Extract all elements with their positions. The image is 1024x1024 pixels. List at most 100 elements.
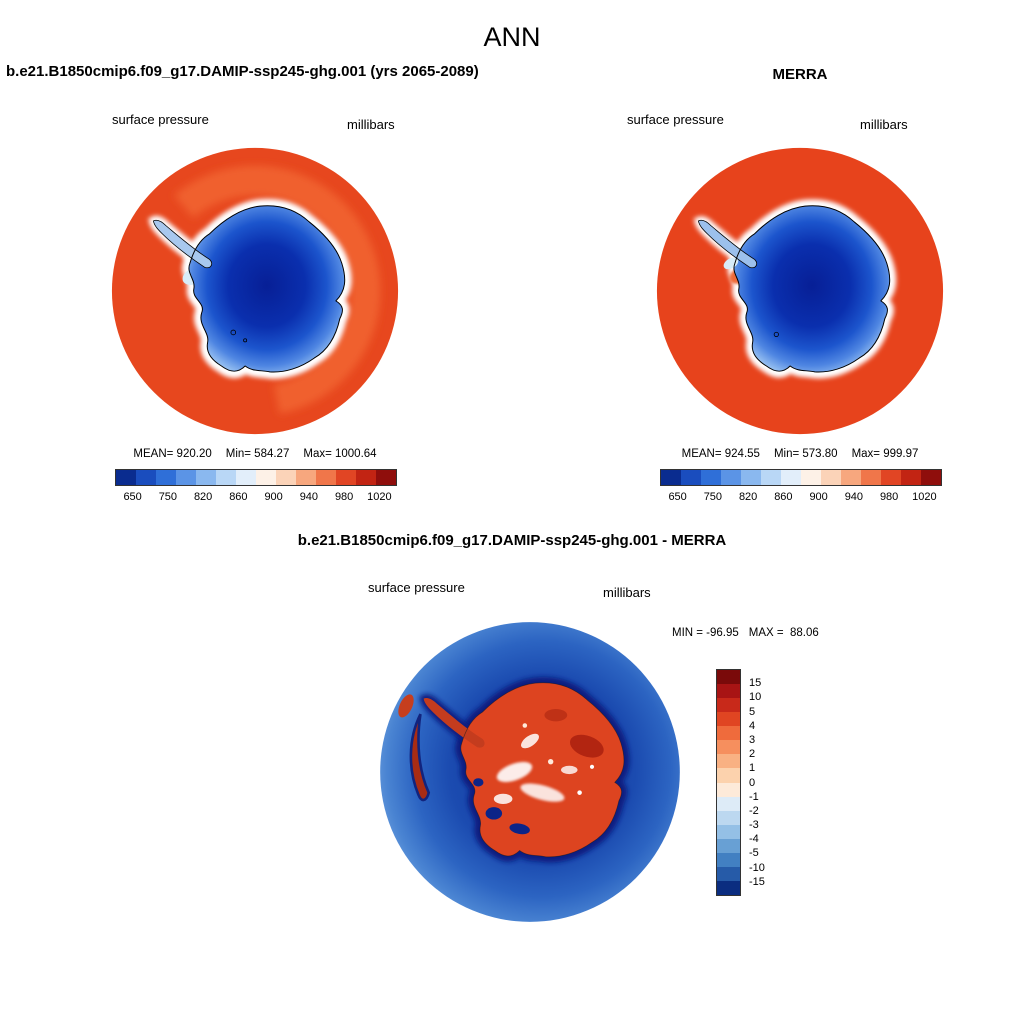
colorbar-tick: 820 [193,491,213,503]
model-units-label: millibars [347,117,395,132]
model-panel-title: b.e21.B1850cmip6.f09_g17.DAMIP-ssp245-gh… [6,63,479,80]
colorbar-segment [661,470,681,485]
colorbar-tick: 1 [749,762,756,775]
model-colorbar-ticks: 650 750 820 860 900 940 980 1020 [115,491,397,503]
colorbar-tick: -5 [749,847,759,860]
colorbar-segment [156,470,176,485]
colorbar-tick: 940 [844,491,864,503]
diff-field-label: surface pressure [368,580,465,595]
colorbar-segment [741,470,761,485]
colorbar-segment [316,470,336,485]
colorbar-tick: 980 [879,491,899,503]
colorbar-tick: -2 [749,804,759,817]
colorbar-segment [861,470,881,485]
diff-colorbar-labels: 15 10 5 4 3 2 1 0 -1 -2 -3 -4 -5 -10 -15 [749,669,785,896]
obs-colorbar-ticks: 650 750 820 860 900 940 980 1020 [660,491,942,503]
obs-map [652,143,948,439]
colorbar-segment [276,470,296,485]
obs-stats: MEAN= 924.55 Min= 573.80 Max= 999.97 [652,448,948,460]
colorbar-segment [717,782,740,797]
model-map [107,143,403,439]
colorbar-tick: -10 [749,861,765,874]
colorbar-tick: 10 [749,691,762,704]
colorbar-tick: 940 [299,491,319,503]
colorbar-segment [717,838,740,853]
colorbar-tick: 650 [668,491,687,503]
colorbar-segment [717,740,740,755]
colorbar-segment [717,810,740,825]
colorbar-segment [216,470,236,485]
colorbar-tick: -3 [749,819,759,832]
colorbar-segment [717,726,740,741]
colorbar-segment [717,684,740,699]
colorbar-segment [717,796,740,811]
colorbar-segment [841,470,861,485]
colorbar-tick: 750 [158,491,178,503]
colorbar-segment [801,470,821,485]
colorbar-segment [821,470,841,485]
colorbar-tick: 820 [738,491,758,503]
colorbar-tick: -1 [749,790,759,803]
colorbar-segment [336,470,356,485]
colorbar-segment [717,754,740,769]
colorbar-segment [376,470,396,485]
colorbar-segment [721,470,741,485]
diff-panel-title: b.e21.B1850cmip6.f09_g17.DAMIP-ssp245-gh… [297,532,727,549]
colorbar-segment [717,866,740,881]
model-colorbar [115,469,397,486]
diff-map [375,617,685,927]
colorbar-segment [296,470,316,485]
colorbar-segment [921,470,941,485]
model-stats: MEAN= 920.20 Min= 584.27 Max= 1000.64 [107,448,403,460]
diff-units-label: millibars [603,585,651,600]
obs-stat-mean: MEAN= 924.55 [681,448,760,460]
colorbar-segment [116,470,136,485]
colorbar-tick: -15 [749,875,765,888]
colorbar-tick: 15 [749,677,762,690]
model-stat-max: Max= 1000.64 [303,448,377,460]
colorbar-tick: 0 [749,776,756,789]
colorbar-segment [701,470,721,485]
diff-colorbar [716,669,741,896]
colorbar-segment [236,470,256,485]
obs-colorbar [660,469,942,486]
diff-stat-min: MIN = -96.95 [672,627,739,639]
obs-field-label: surface pressure [627,112,724,127]
colorbar-tick: 2 [749,748,756,761]
figure-title: ANN [483,22,541,52]
diff-stat-max: MAX = 88.06 [748,627,819,639]
colorbar-tick: 650 [123,491,142,503]
diff-stats: MIN = -96.95 MAX = 88.06 [672,627,819,639]
colorbar-segment [717,852,740,867]
colorbar-segment [717,712,740,727]
colorbar-segment [717,880,740,895]
colorbar-segment [761,470,781,485]
colorbar-tick: 860 [774,491,793,503]
colorbar-tick: 1020 [912,491,937,503]
colorbar-tick: 4 [749,719,756,732]
colorbar-tick: -4 [749,833,759,846]
colorbar-tick: 3 [749,733,756,746]
colorbar-segment [717,670,740,685]
model-stat-mean: MEAN= 920.20 [133,448,212,460]
colorbar-tick: 1020 [367,491,392,503]
colorbar-tick: 5 [749,705,756,718]
colorbar-segment [356,470,376,485]
colorbar-tick: 750 [703,491,723,503]
colorbar-segment [717,824,740,839]
colorbar-tick: 860 [229,491,248,503]
colorbar-segment [256,470,276,485]
colorbar-segment [196,470,216,485]
obs-stat-max: Max= 999.97 [851,448,919,460]
model-field-label: surface pressure [112,112,209,127]
colorbar-segment [176,470,196,485]
colorbar-segment [901,470,921,485]
model-stat-min: Min= 584.27 [225,448,290,460]
obs-stat-min: Min= 573.80 [773,448,838,460]
colorbar-tick: 900 [809,491,828,503]
colorbar-segment [781,470,801,485]
obs-panel-title: MERRA [772,66,828,83]
colorbar-segment [881,470,901,485]
colorbar-segment [681,470,701,485]
